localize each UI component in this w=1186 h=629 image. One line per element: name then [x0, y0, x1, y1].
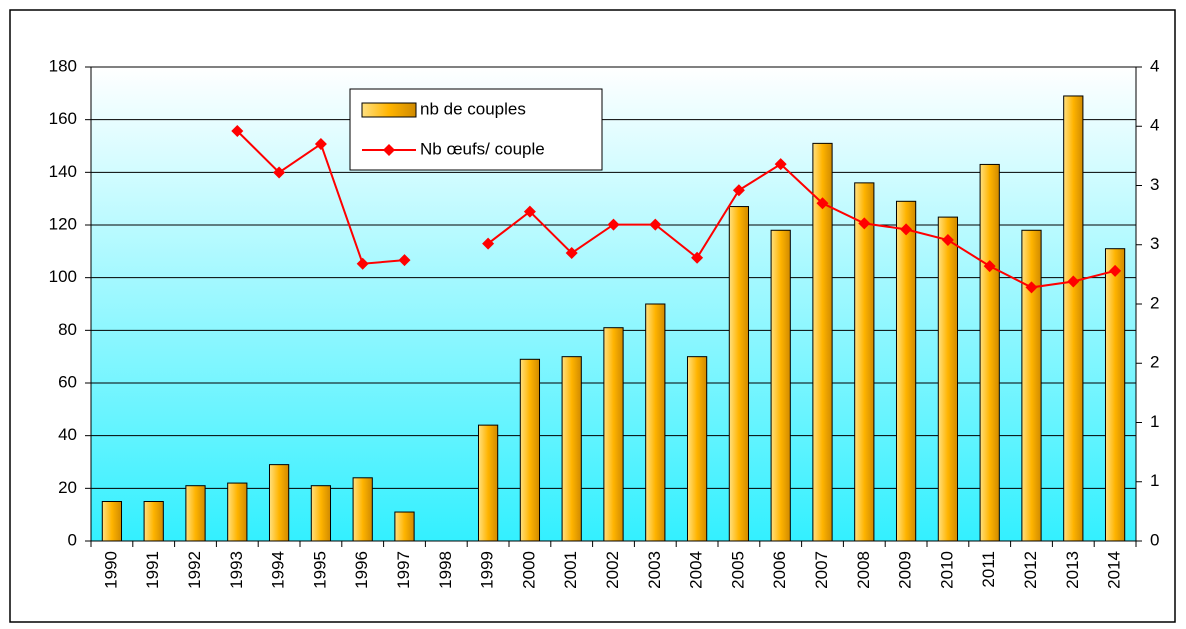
bar — [937, 216, 959, 542]
x-tick-label: 1992 — [185, 551, 204, 589]
y2-tick-label: 3 — [1150, 175, 1159, 194]
marker — [1067, 275, 1080, 288]
x-tick-label: 2002 — [603, 551, 622, 589]
legend-label: nb de couples — [420, 99, 526, 118]
y-tick-label: 60 — [58, 372, 77, 391]
y-tick-label: 160 — [49, 109, 77, 128]
bar — [979, 163, 1000, 542]
marker — [774, 158, 787, 171]
bar — [895, 200, 917, 542]
marker — [983, 260, 996, 273]
bar — [268, 464, 290, 542]
x-tick-label: 2010 — [937, 551, 956, 589]
x-tick-label: 2004 — [687, 551, 706, 589]
x-tick-label: 1995 — [310, 551, 329, 589]
x-tick-label: 2001 — [561, 551, 580, 589]
x-tick-label: 2013 — [1063, 551, 1082, 589]
marker — [398, 254, 411, 267]
marker — [565, 247, 578, 260]
marker — [941, 234, 954, 247]
bar — [394, 511, 415, 542]
bar — [227, 482, 248, 542]
bar — [310, 485, 332, 542]
legend-marker — [383, 144, 395, 156]
legend-label: Nb œufs/ couple — [420, 139, 545, 158]
x-tick-label: 2006 — [770, 551, 789, 589]
x-tick-label: 2014 — [1105, 551, 1124, 589]
bar — [185, 485, 206, 542]
bar — [1063, 95, 1084, 542]
y-tick-label: 0 — [68, 530, 77, 549]
bar — [645, 303, 666, 542]
marker — [732, 184, 745, 197]
marker — [649, 218, 662, 231]
bar — [603, 327, 624, 542]
y-tick-label: 100 — [49, 267, 77, 286]
bar — [728, 206, 750, 542]
x-tick-label: 2000 — [519, 551, 538, 589]
marker — [231, 124, 244, 137]
x-tick-label: 1997 — [394, 551, 413, 589]
x-tick-label: 1999 — [478, 551, 497, 589]
marker — [1109, 264, 1122, 277]
marker — [900, 223, 913, 236]
marker — [858, 217, 871, 230]
marker — [314, 138, 327, 151]
x-tick-label: 2007 — [812, 551, 831, 589]
bar — [352, 477, 373, 542]
x-tick-label: 1990 — [101, 551, 120, 589]
bar — [143, 501, 164, 542]
bar — [686, 356, 708, 542]
x-tick-label: 2012 — [1021, 551, 1040, 589]
marker — [1025, 281, 1038, 294]
marker — [691, 251, 704, 264]
bar — [1104, 248, 1126, 542]
y-tick-label: 180 — [49, 56, 77, 75]
marker — [816, 197, 829, 210]
x-tick-label: 2005 — [728, 551, 747, 589]
bar — [561, 356, 582, 542]
bar — [477, 424, 499, 542]
x-tick-label: 1994 — [269, 551, 288, 589]
x-tick-label: 1991 — [143, 551, 162, 589]
y2-tick-label: 4 — [1150, 56, 1159, 75]
marker — [607, 218, 620, 231]
bar — [519, 358, 541, 542]
y-tick-label: 40 — [58, 425, 77, 444]
y2-tick-label: 1 — [1150, 412, 1159, 431]
x-tick-label: 2003 — [645, 551, 664, 589]
y2-tick-label: 2 — [1150, 293, 1159, 312]
y2-tick-label: 4 — [1150, 116, 1159, 135]
bar — [101, 501, 123, 542]
marker — [482, 237, 495, 250]
marker — [523, 205, 536, 218]
x-tick-label: 2009 — [896, 551, 915, 589]
y2-tick-label: 1 — [1150, 471, 1159, 490]
y2-tick-label: 0 — [1150, 530, 1159, 549]
marker — [356, 257, 369, 270]
bar — [1021, 229, 1042, 542]
x-tick-label: 1998 — [436, 551, 455, 589]
y-tick-label: 80 — [58, 320, 77, 339]
y-tick-label: 20 — [58, 478, 77, 497]
y-tick-label: 120 — [49, 214, 77, 233]
x-tick-label: 2008 — [854, 551, 873, 589]
x-tick-label: 1996 — [352, 551, 371, 589]
bar — [770, 229, 791, 542]
bar — [854, 182, 875, 542]
y2-tick-label: 3 — [1150, 234, 1159, 253]
marker — [273, 166, 286, 179]
y-tick-label: 140 — [49, 162, 77, 181]
x-tick-label: 1993 — [227, 551, 246, 589]
legend-swatch — [361, 102, 417, 118]
x-tick-label: 2011 — [979, 551, 998, 588]
y2-tick-label: 2 — [1150, 353, 1159, 372]
line — [487, 162, 1116, 289]
